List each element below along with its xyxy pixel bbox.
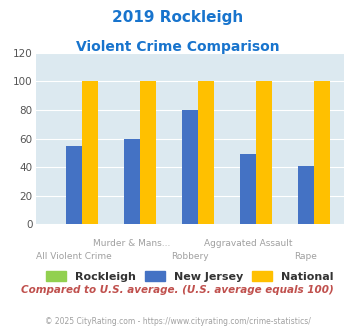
Text: Aggravated Assault: Aggravated Assault [204,239,292,248]
Text: © 2025 CityRating.com - https://www.cityrating.com/crime-statistics/: © 2025 CityRating.com - https://www.city… [45,317,310,326]
Bar [66,146,82,224]
Bar [256,82,272,224]
Bar [82,82,98,224]
Bar [240,154,256,224]
Bar [198,82,214,224]
Bar [314,82,330,224]
Bar [124,139,140,224]
Text: 2019 Rockleigh: 2019 Rockleigh [112,10,243,25]
Bar [182,110,198,224]
Text: Violent Crime Comparison: Violent Crime Comparison [76,40,279,53]
Legend: Rockleigh, New Jersey, National: Rockleigh, New Jersey, National [43,268,337,285]
Text: Murder & Mans...: Murder & Mans... [93,239,171,248]
Text: Rape: Rape [295,252,317,261]
Text: Robbery: Robbery [171,252,209,261]
Text: All Violent Crime: All Violent Crime [36,252,112,261]
Text: Compared to U.S. average. (U.S. average equals 100): Compared to U.S. average. (U.S. average … [21,285,334,295]
Bar [298,166,314,224]
Bar [140,82,156,224]
